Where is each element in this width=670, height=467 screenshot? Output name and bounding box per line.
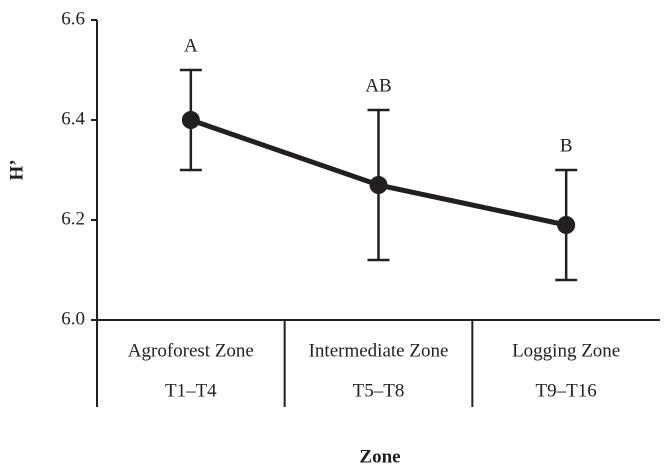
y-axis-title: H’ xyxy=(6,159,27,180)
x-tick-sublabel: T5–T8 xyxy=(353,380,405,401)
x-tick-sublabel: T9–T16 xyxy=(536,380,597,401)
x-axis-title: Zone xyxy=(359,446,400,467)
x-tick-sublabel: T1–T4 xyxy=(165,380,217,401)
significance-label: AB xyxy=(365,75,391,96)
y-tick-label: 6.0 xyxy=(61,308,85,329)
data-point xyxy=(181,111,200,129)
y-tick-label: 6.4 xyxy=(61,108,85,129)
x-tick-label: Intermediate Zone xyxy=(309,340,449,361)
y-tick-label: 6.6 xyxy=(61,8,85,29)
x-tick-label: Agroforest Zone xyxy=(128,340,254,361)
y-tick-label: 6.2 xyxy=(61,208,85,229)
significance-label: A xyxy=(184,35,198,56)
x-tick-label: Logging Zone xyxy=(512,340,620,361)
significance-label: B xyxy=(560,135,573,156)
data-point xyxy=(369,176,388,194)
data-point xyxy=(557,216,576,234)
